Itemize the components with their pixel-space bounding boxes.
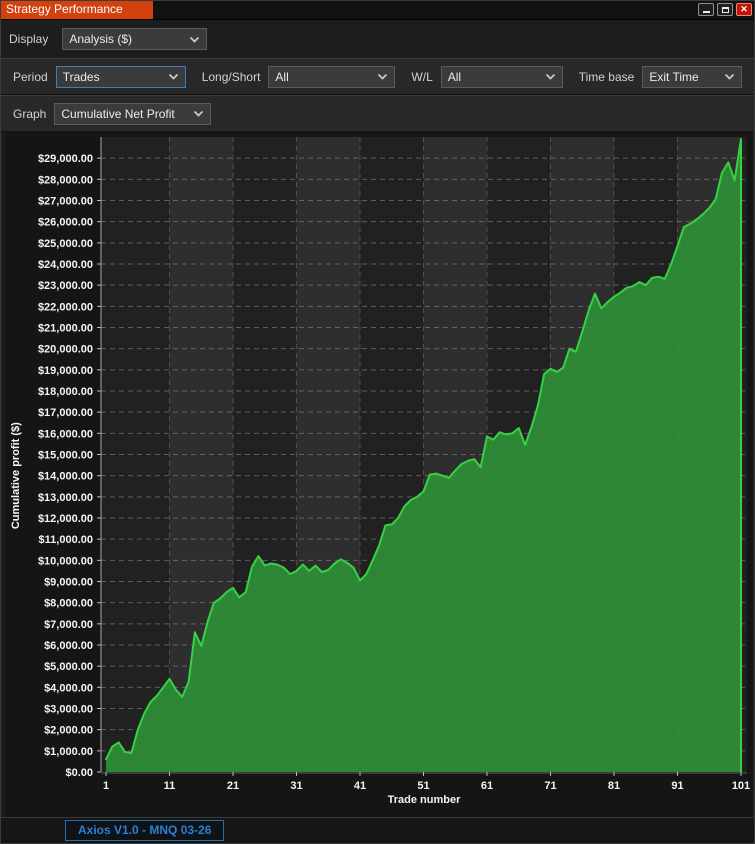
svg-text:$21,000.00: $21,000.00	[38, 323, 93, 335]
minimize-icon	[702, 10, 710, 13]
minimize-button[interactable]	[698, 3, 714, 16]
long-short-label: Long/Short	[201, 69, 261, 84]
chevron-down-icon	[183, 110, 204, 117]
wl-dropdown-value: All	[447, 69, 462, 84]
svg-text:$24,000.00: $24,000.00	[38, 259, 93, 271]
close-button[interactable]: ✕	[736, 3, 752, 16]
close-icon: ✕	[740, 4, 748, 14]
svg-text:$11,000.00: $11,000.00	[39, 534, 93, 546]
long-short-dropdown[interactable]: All	[268, 65, 396, 88]
svg-text:$18,000.00: $18,000.00	[38, 386, 93, 398]
cumulative-net-profit-chart: $0.00 $1,000.00 $2,000.00 $3,000.00 $4,000.0…	[10, 137, 750, 806]
svg-text:$19,000.00: $19,000.00	[38, 365, 93, 377]
filters-row: Period Trades Long/Short All W/L All Tim…	[1, 58, 754, 95]
svg-text:91: 91	[671, 780, 683, 792]
svg-text:$0.00: $0.00	[65, 767, 93, 779]
svg-text:$4,000.00: $4,000.00	[44, 682, 93, 694]
time-base-dropdown[interactable]: Exit Time	[642, 65, 742, 88]
graph-label: Graph	[13, 106, 47, 121]
wl-dropdown[interactable]: All	[440, 65, 563, 88]
chart-panel: $0.00 $1,000.00 $2,000.00 $3,000.00 $4,000.0…	[5, 131, 752, 820]
svg-text:71: 71	[544, 780, 556, 792]
svg-text:$1,000.00: $1,000.00	[44, 746, 93, 758]
period-dropdown-value: Trades	[62, 69, 100, 84]
period-dropdown[interactable]: Trades	[55, 65, 186, 88]
wl-label: W/L	[411, 69, 433, 84]
titlebar: Strategy Performance ✕	[1, 1, 754, 20]
svg-text:$22,000.00: $22,000.00	[38, 301, 93, 313]
svg-text:21: 21	[227, 780, 239, 792]
svg-text:$7,000.00: $7,000.00	[44, 619, 93, 631]
svg-text:11: 11	[164, 780, 176, 792]
svg-text:$17,000.00: $17,000.00	[38, 407, 93, 419]
maximize-icon	[721, 6, 729, 13]
svg-text:$20,000.00: $20,000.00	[38, 344, 93, 356]
svg-text:$3,000.00: $3,000.00	[44, 704, 93, 716]
svg-text:$23,000.00: $23,000.00	[38, 280, 93, 292]
svg-text:$14,000.00: $14,000.00	[38, 471, 93, 483]
graph-dropdown[interactable]: Cumulative Net Profit	[54, 102, 211, 125]
svg-text:$12,000.00: $12,000.00	[38, 513, 93, 525]
graph-dropdown-value: Cumulative Net Profit	[61, 106, 175, 121]
maximize-button[interactable]	[717, 3, 733, 16]
svg-text:51: 51	[417, 780, 429, 792]
tab-strategy-instrument[interactable]: Axios V1.0 - MNQ 03-26	[65, 820, 225, 841]
svg-text:$10,000.00: $10,000.00	[38, 555, 93, 567]
svg-text:$26,000.00: $26,000.00	[38, 217, 93, 229]
svg-text:31: 31	[290, 780, 302, 792]
period-label: Period	[13, 69, 48, 84]
svg-text:101: 101	[732, 780, 750, 792]
display-row: Display Analysis ($)	[1, 20, 754, 58]
svg-text:61: 61	[481, 780, 493, 792]
window-title: Strategy Performance	[1, 1, 153, 19]
svg-text:$25,000.00: $25,000.00	[38, 238, 93, 250]
time-base-label: Time base	[578, 69, 635, 84]
chevron-down-icon	[158, 73, 179, 80]
svg-text:$29,000.00: $29,000.00	[38, 153, 93, 165]
chevron-down-icon	[367, 73, 388, 80]
svg-text:Trade number: Trade number	[388, 794, 461, 806]
svg-text:$15,000.00: $15,000.00	[38, 450, 93, 462]
graph-row: Graph Cumulative Net Profit	[1, 95, 754, 132]
display-dropdown[interactable]: Analysis ($)	[62, 28, 208, 50]
svg-text:$28,000.00: $28,000.00	[38, 174, 93, 186]
svg-text:$16,000.00: $16,000.00	[38, 428, 93, 440]
window-controls: ✕	[698, 3, 752, 16]
chevron-down-icon	[179, 36, 200, 43]
svg-text:81: 81	[608, 780, 620, 792]
svg-text:$8,000.00: $8,000.00	[44, 598, 93, 610]
svg-text:$13,000.00: $13,000.00	[38, 492, 93, 504]
svg-text:$5,000.00: $5,000.00	[44, 661, 93, 673]
display-label: Display	[9, 32, 49, 46]
time-base-dropdown-value: Exit Time	[649, 69, 699, 84]
svg-text:$27,000.00: $27,000.00	[38, 196, 93, 208]
svg-text:$6,000.00: $6,000.00	[44, 640, 93, 652]
chevron-down-icon	[535, 73, 556, 80]
svg-text:$2,000.00: $2,000.00	[44, 725, 93, 737]
chevron-down-icon	[714, 73, 735, 80]
svg-text:$9,000.00: $9,000.00	[44, 577, 93, 589]
long-short-dropdown-value: All	[275, 69, 289, 84]
svg-text:1: 1	[103, 780, 109, 792]
svg-text:41: 41	[354, 780, 366, 792]
svg-text:Cumulative profit ($): Cumulative profit ($)	[10, 422, 22, 529]
display-dropdown-value: Analysis ($)	[69, 32, 133, 46]
bottom-tabbar: Axios V1.0 - MNQ 03-26	[1, 817, 754, 843]
